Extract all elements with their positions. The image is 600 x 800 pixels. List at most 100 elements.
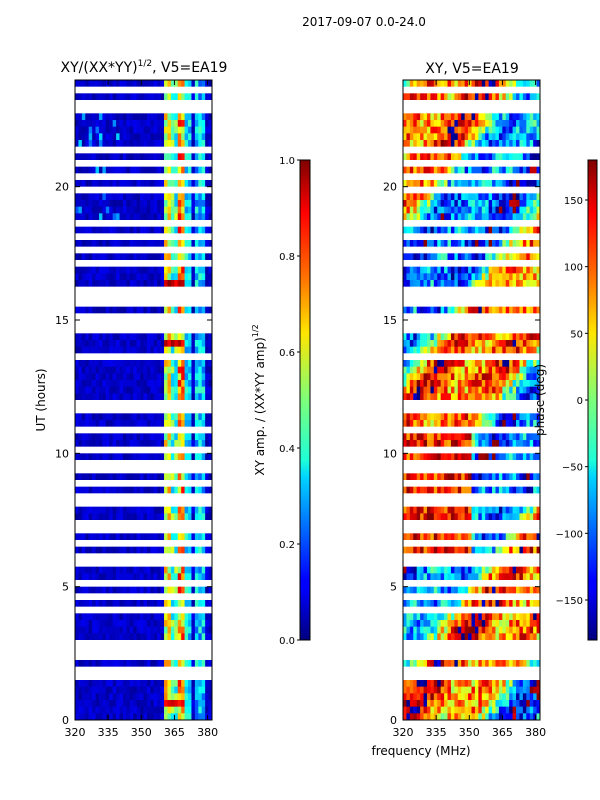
heatmap-cell — [433, 166, 438, 174]
heatmap-cell — [75, 120, 79, 128]
heatmap-cell — [164, 413, 168, 421]
heatmap-cell — [105, 626, 110, 634]
heatmap-cell — [505, 346, 510, 354]
heatmap-cell — [413, 600, 418, 608]
left-colorbar-label-main: XY amp. / (XX*YY amp) — [253, 337, 267, 475]
heatmap-cell — [184, 420, 189, 428]
heatmap-cell — [191, 453, 196, 461]
heatmap-cell — [529, 180, 534, 188]
heatmap-cell — [133, 93, 137, 101]
heatmap-cell — [403, 226, 407, 234]
heatmap-cell — [184, 180, 189, 188]
gap-row — [403, 640, 540, 647]
heatmap-cell — [471, 546, 476, 554]
heatmap-cell — [509, 140, 513, 148]
heatmap-cell — [437, 366, 442, 374]
heatmap-cell — [191, 373, 196, 381]
heatmap-cell — [440, 413, 445, 421]
heatmap-cell — [430, 613, 435, 621]
heatmap-cell — [81, 613, 86, 621]
heatmap-cell — [157, 140, 161, 148]
heatmap-cell — [488, 240, 493, 248]
heatmap-cell — [457, 660, 462, 668]
heatmap-cell — [505, 693, 510, 701]
heatmap-cell — [426, 420, 431, 428]
heatmap-cell — [420, 153, 424, 161]
heatmap-cell — [153, 280, 158, 288]
heatmap-cell — [184, 140, 189, 148]
heatmap-cell — [160, 440, 165, 448]
heatmap-cell — [509, 266, 513, 274]
heatmap-cell — [191, 360, 196, 368]
heatmap-cell — [92, 266, 96, 274]
heatmap-cell — [471, 193, 476, 201]
heatmap-cell — [75, 193, 79, 201]
heatmap-cell — [136, 346, 141, 354]
heatmap-cell — [413, 373, 418, 381]
heatmap-cell — [522, 153, 527, 161]
heatmap-cell — [109, 366, 114, 374]
heatmap-cell — [126, 213, 131, 221]
heatmap-cell — [129, 600, 134, 608]
colorbar-tick-label: −150 — [556, 596, 583, 607]
heatmap-cell — [502, 113, 507, 121]
heatmap-cell — [88, 453, 93, 461]
heatmap-cell — [75, 613, 79, 621]
heatmap-cell — [170, 393, 175, 401]
heatmap-cell — [160, 360, 165, 368]
heatmap-cell — [498, 373, 503, 381]
heatmap-cell — [488, 373, 493, 381]
heatmap-cell — [146, 693, 151, 701]
heatmap-cell — [471, 340, 476, 348]
heatmap-cell — [109, 706, 114, 714]
heatmap-cell — [481, 373, 486, 381]
heatmap-cell — [502, 366, 507, 374]
heatmap-cell — [119, 180, 124, 188]
heatmap-cell — [430, 253, 435, 261]
heatmap-cell — [492, 700, 496, 708]
heatmap-cell — [437, 440, 442, 448]
heatmap-cell — [457, 433, 462, 441]
heatmap-cell — [423, 680, 428, 688]
heatmap-cell — [146, 193, 151, 201]
heatmap-cell — [88, 153, 93, 161]
heatmap-cell — [409, 306, 414, 314]
heatmap-cell — [450, 133, 455, 141]
heatmap-cell — [146, 180, 151, 188]
heatmap-cell — [485, 80, 489, 88]
heatmap-cell — [170, 133, 175, 141]
heatmap-cell — [184, 393, 189, 401]
heatmap-cell — [75, 573, 79, 581]
heatmap-cell — [208, 633, 213, 641]
heatmap-cell — [433, 193, 438, 201]
heatmap-cell — [430, 633, 435, 641]
heatmap-cell — [423, 706, 428, 714]
heatmap-cell — [177, 340, 182, 348]
heatmap-cell — [129, 346, 134, 354]
heatmap-cell — [423, 546, 428, 554]
heatmap-cell — [181, 513, 185, 521]
heatmap-cell — [516, 713, 520, 721]
heatmap-cell — [454, 660, 459, 668]
heatmap-cell — [157, 453, 161, 461]
heatmap-cell — [430, 433, 435, 441]
heatmap-cell — [416, 586, 421, 594]
heatmap-cell — [153, 140, 158, 148]
heatmap-cell — [437, 633, 442, 641]
heatmap-cell — [78, 413, 83, 421]
left-title-tail: , V5=EA19 — [152, 60, 227, 76]
heatmap-cell — [509, 213, 513, 221]
heatmap-cell — [502, 273, 507, 281]
heatmap-cell — [201, 373, 206, 381]
heatmap-cell — [409, 113, 414, 121]
heatmap-cell — [129, 126, 134, 134]
heatmap-cell — [474, 206, 479, 214]
heatmap-cell — [420, 533, 424, 541]
heatmap-cell — [519, 546, 524, 554]
heatmap-cell — [157, 680, 161, 688]
heatmap-cell — [188, 206, 192, 214]
heatmap-cell — [143, 386, 148, 394]
heatmap-cell — [143, 626, 148, 634]
heatmap-cell — [95, 413, 100, 421]
heatmap-cell — [177, 546, 182, 554]
